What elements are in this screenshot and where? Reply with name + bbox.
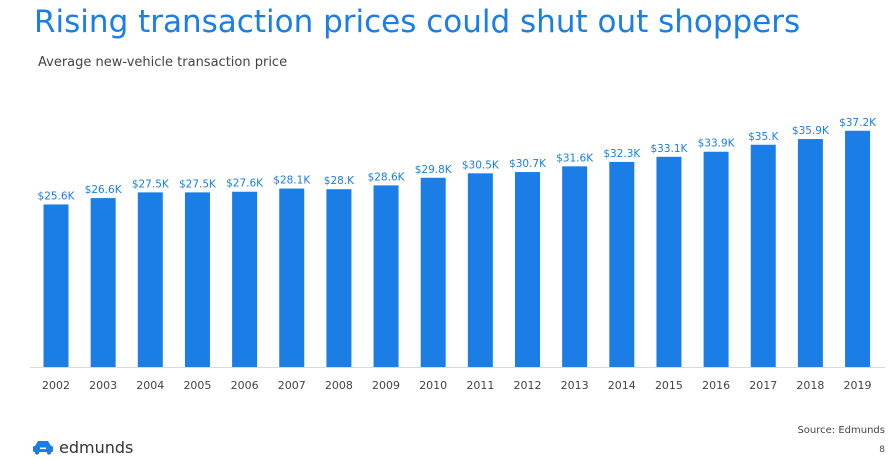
- bar: [609, 161, 635, 367]
- data-label: $29.8K: [415, 164, 453, 176]
- x-tick-label: 2009: [372, 379, 400, 392]
- x-tick-label: 2018: [796, 379, 824, 392]
- data-label: $28.6K: [368, 171, 406, 183]
- bar: [656, 156, 682, 367]
- data-label: $27.5K: [132, 178, 170, 190]
- data-label: $27.5K: [179, 178, 217, 190]
- page-number: 8: [879, 445, 885, 455]
- x-tick-label: 2008: [325, 379, 353, 392]
- car-logo-icon: [33, 441, 53, 455]
- x-tick-label: 2003: [89, 379, 117, 392]
- x-tick-label: 2005: [183, 379, 211, 392]
- bar: [184, 192, 210, 367]
- x-tick-label: 2012: [514, 379, 542, 392]
- bar-chart: $25.6K 2002 $26.6K 2003 $27.5K 2004 $27.5K 2005…: [30, 117, 885, 392]
- data-label: $35.9K: [792, 125, 830, 137]
- slide-title: Rising transaction prices could shut out…: [34, 4, 801, 40]
- brand-name: edmunds: [59, 437, 134, 457]
- x-tick-label: 2019: [844, 379, 872, 392]
- data-label: $30.5K: [462, 159, 500, 171]
- bar: [420, 177, 446, 367]
- bar: [43, 204, 69, 367]
- bar: [845, 130, 871, 367]
- x-tick-label: 2007: [278, 379, 306, 392]
- data-label: $37.2K: [839, 117, 877, 129]
- bar: [562, 166, 588, 367]
- x-tick-label: 2002: [42, 379, 70, 392]
- bar: [279, 188, 305, 367]
- source-note: Source: Edmunds: [797, 425, 885, 436]
- data-label: $28.1K: [273, 175, 311, 187]
- data-label: $32.3K: [603, 148, 641, 160]
- x-tick-label: 2010: [419, 379, 447, 392]
- bar: [326, 189, 352, 367]
- x-tick-label: 2013: [561, 379, 589, 392]
- data-label: $35.K: [748, 131, 779, 143]
- bar: [467, 173, 493, 367]
- bar: [750, 144, 776, 367]
- data-label: $25.6K: [38, 190, 76, 202]
- bar: [373, 185, 399, 367]
- data-label: $26.6K: [85, 184, 123, 196]
- bar: [797, 139, 823, 367]
- x-tick-label: 2017: [749, 379, 777, 392]
- x-tick-label: 2011: [466, 379, 494, 392]
- data-label: $31.6K: [556, 152, 594, 164]
- data-label: $33.9K: [698, 138, 736, 150]
- bar: [232, 191, 258, 367]
- x-tick-label: 2016: [702, 379, 730, 392]
- x-tick-label: 2014: [608, 379, 636, 392]
- chart-subtitle: Average new-vehicle transaction price: [38, 55, 288, 70]
- x-tick-label: 2006: [231, 379, 259, 392]
- data-label: $30.7K: [509, 158, 547, 170]
- data-label: $27.6K: [226, 178, 264, 190]
- data-label: $33.1K: [650, 143, 688, 155]
- x-tick-label: 2015: [655, 379, 683, 392]
- brand-logo: edmunds: [32, 436, 133, 458]
- bar: [703, 151, 729, 367]
- bar: [515, 172, 540, 367]
- x-tick-label: 2004: [136, 379, 164, 392]
- bar: [90, 198, 116, 367]
- data-label: $28.K: [324, 175, 355, 187]
- bar: [137, 192, 163, 367]
